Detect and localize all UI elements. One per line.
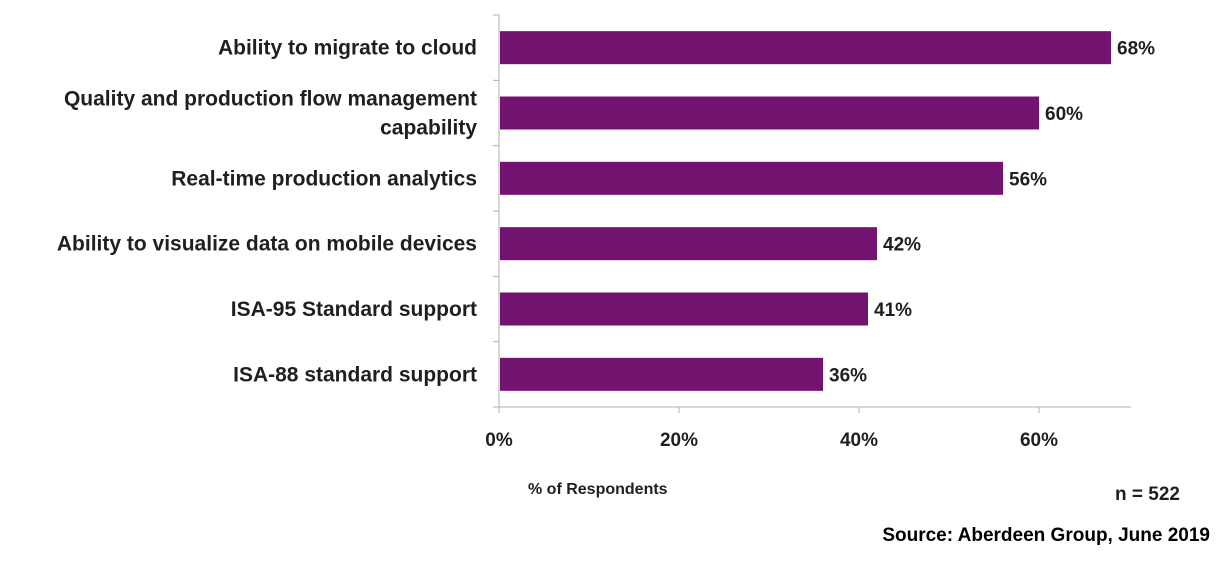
category-label: Ability to migrate to cloud xyxy=(218,37,477,60)
category-label: Real-time production analytics xyxy=(171,167,477,190)
x-axis-title: % of Respondents xyxy=(528,481,668,498)
bar xyxy=(500,292,868,326)
x-tick-label: 0% xyxy=(485,430,513,451)
x-tick-label: 40% xyxy=(840,430,878,451)
bar xyxy=(500,357,823,391)
value-label: 60% xyxy=(1045,104,1083,125)
bar xyxy=(500,161,1003,195)
bar xyxy=(500,96,1039,130)
category-label: ISA-95 Standard support xyxy=(231,298,477,321)
source-note: Source: Aberdeen Group, June 2019 xyxy=(882,525,1210,546)
value-label: 56% xyxy=(1009,169,1047,190)
x-tick-label: 20% xyxy=(660,430,698,451)
value-label: 68% xyxy=(1117,39,1155,60)
value-label: 42% xyxy=(883,235,921,256)
category-label: Ability to visualize data on mobile devi… xyxy=(57,233,477,256)
value-label: 41% xyxy=(874,300,912,321)
bar xyxy=(500,227,877,261)
sample-size-note: n = 522 xyxy=(1115,484,1180,505)
bar xyxy=(500,31,1111,65)
value-label: 36% xyxy=(829,365,867,386)
category-label: Quality and production flow management ca… xyxy=(64,88,477,140)
category-label: ISA-88 standard support xyxy=(233,363,477,386)
x-tick-label: 60% xyxy=(1020,430,1058,451)
bar-chart: 0% 20% 40% 60% 68% Ability to migrate to clou… xyxy=(57,14,1155,451)
